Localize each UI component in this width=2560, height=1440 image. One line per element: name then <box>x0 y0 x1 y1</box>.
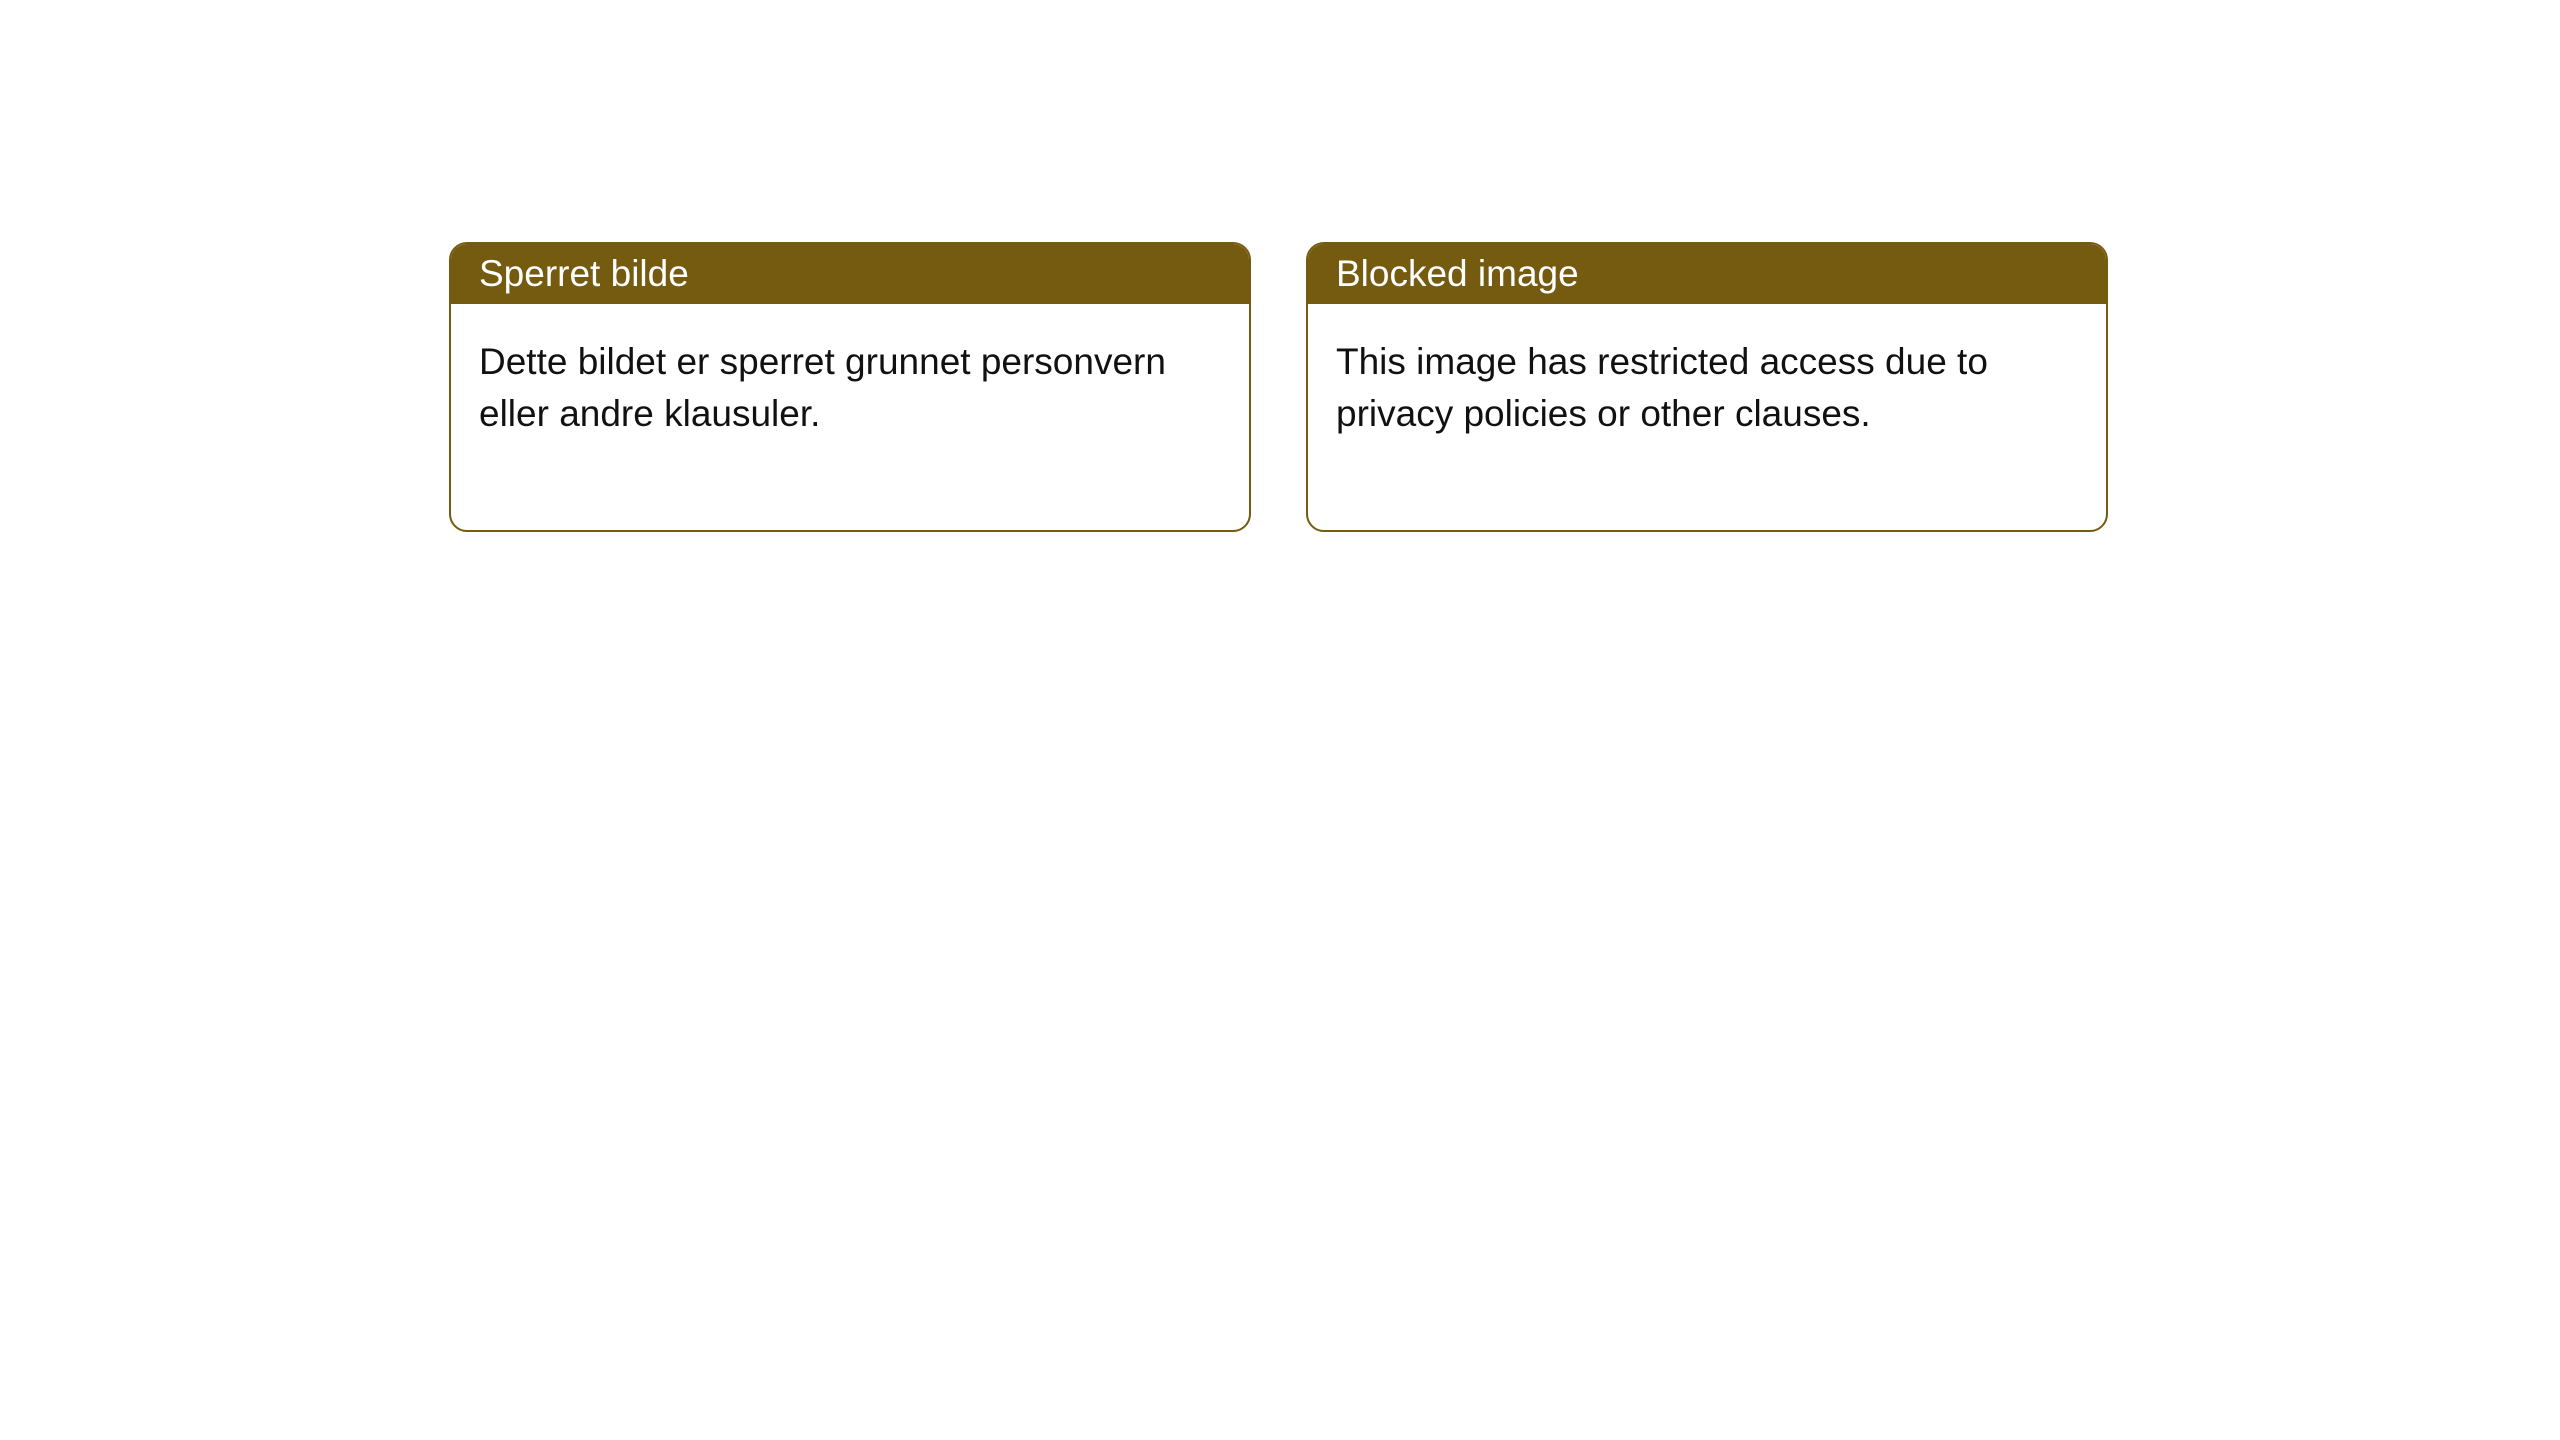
notice-body-text: This image has restricted access due to … <box>1336 341 1988 434</box>
notice-card-norwegian: Sperret bilde Dette bildet er sperret gr… <box>449 242 1251 532</box>
notice-card-english: Blocked image This image has restricted … <box>1306 242 2108 532</box>
notice-card-body: Dette bildet er sperret grunnet personve… <box>451 304 1249 530</box>
notice-body-text: Dette bildet er sperret grunnet personve… <box>479 341 1166 434</box>
notice-title: Blocked image <box>1336 253 1579 294</box>
notice-card-header: Blocked image <box>1308 244 2106 304</box>
notice-card-header: Sperret bilde <box>451 244 1249 304</box>
notice-container: Sperret bilde Dette bildet er sperret gr… <box>0 0 2560 532</box>
notice-title: Sperret bilde <box>479 253 689 294</box>
notice-card-body: This image has restricted access due to … <box>1308 304 2106 530</box>
